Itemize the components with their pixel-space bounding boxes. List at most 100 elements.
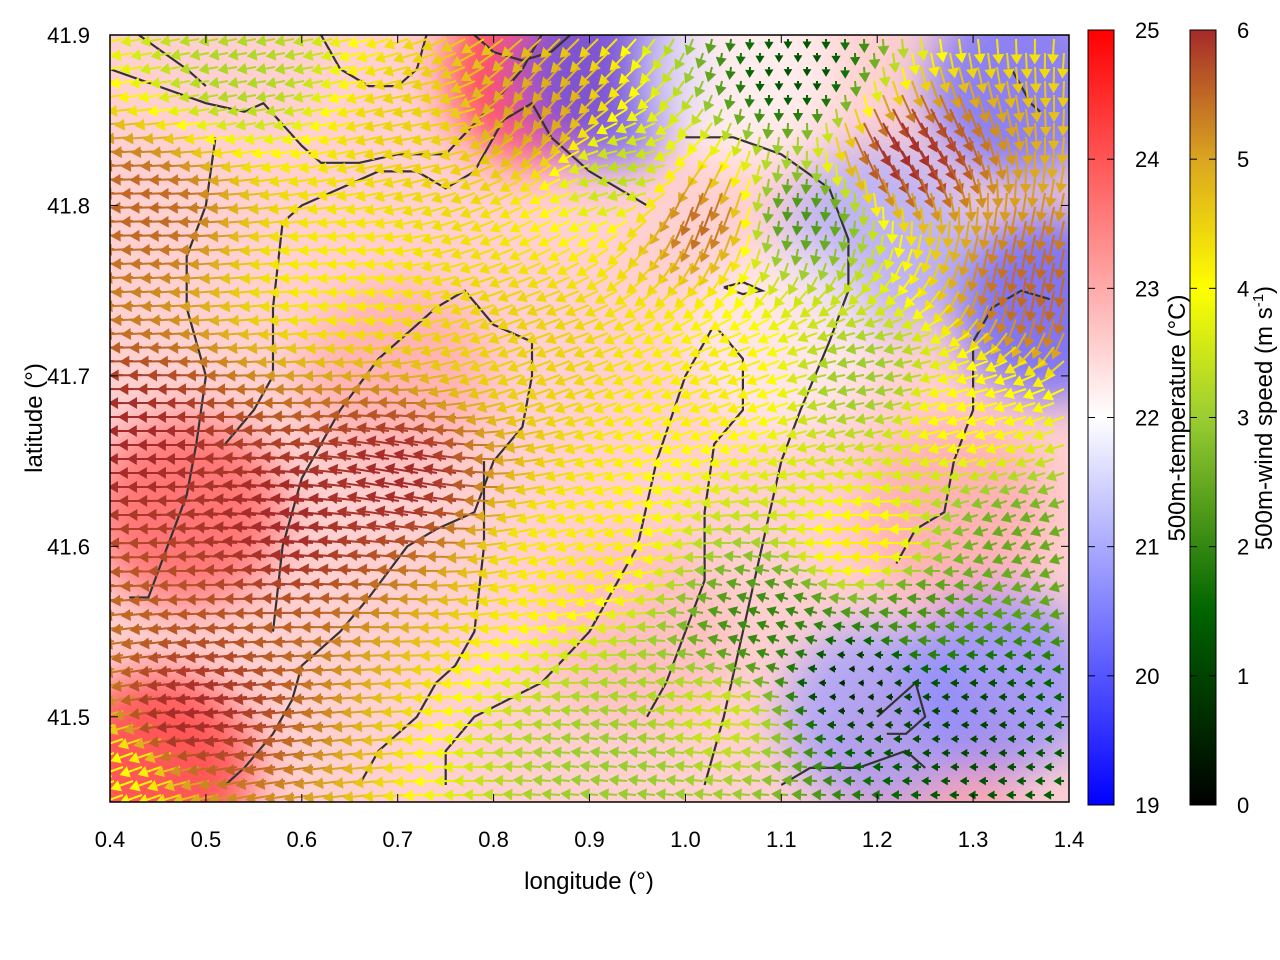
wind-vector [1004,80,1016,109]
wind-vector [120,35,143,47]
wind-vector [718,206,732,236]
wind-vector [450,247,476,260]
wind-vector [909,262,922,286]
wind-vector [652,318,675,332]
wind-vector [117,91,143,103]
wind-vector [698,262,713,287]
wind-vector [420,92,447,105]
wind-vector [995,94,1008,124]
wind-vector [718,332,742,345]
temperature-region [906,587,1069,778]
wind-vector [577,122,599,138]
wind-vector [676,122,694,139]
wind-vector [670,220,685,249]
wind-vector [587,161,609,174]
wind-vector [787,276,799,296]
wind-vector [738,262,751,285]
wind-vector [811,136,824,159]
wind-vector [664,136,685,150]
wind-vector [302,49,324,61]
wind-vector [469,332,495,345]
wind-vector [198,90,219,103]
wind-vector [189,76,210,89]
wind-vector [709,248,723,275]
wind-vector [663,38,675,57]
y-tick-label: 41.7 [47,364,90,389]
wind-vector [761,234,774,254]
wind-vector [231,147,257,160]
wind-vector [411,191,438,203]
wind-vector [1042,318,1055,349]
wind-vector [997,220,1010,251]
wind-vector [1056,136,1069,165]
wind-vector [825,317,846,329]
wind-vector [469,248,495,260]
wind-vector [411,162,438,175]
wind-vector [440,233,466,246]
wind-vector [635,122,656,134]
wind-vector [1035,276,1048,309]
wind-vector [977,94,990,124]
wind-vector [431,247,457,259]
wind-vector [604,304,628,318]
wind-vector [626,161,647,173]
wind-vector [787,318,808,330]
wind-vector [281,133,305,146]
wind-vector [791,220,804,236]
contour-line [685,136,850,786]
wind-vector [986,262,999,294]
temperature-region [110,417,282,608]
wind-vector [265,48,286,61]
wind-vector [248,175,276,188]
wind-vector [1006,262,1019,294]
wind-vector [695,52,707,69]
wind-vector [587,108,609,125]
y-axis-title: latitude (°) [21,363,48,473]
wind-vector [843,276,856,295]
wind-vector [364,258,390,271]
wind-vector [735,80,746,94]
wind-vector [834,136,846,163]
wind-vector [508,248,533,261]
wind-vector [991,178,1004,209]
wind-vector [587,136,609,148]
contour-line [895,289,1051,564]
wind-vector [255,62,276,75]
wind-vector [821,66,831,77]
wind-vector [392,78,419,91]
wind-vector [616,262,637,280]
wind-vector [363,203,390,216]
wind-vector [849,52,861,66]
wind-vector [402,232,428,244]
wind-vector [488,276,514,289]
wind-vector [1039,80,1052,109]
wind-vector [1026,178,1039,208]
wind-vector [793,80,803,91]
wind-vector [839,178,852,200]
wind-vector [204,133,229,145]
x-tick-label: 1.2 [862,827,893,852]
wind-vector [363,314,390,327]
wind-vector [512,80,533,103]
wind-vector [420,177,447,190]
wind-vector [354,134,381,147]
wind-vector [744,38,755,51]
wind-vector [596,147,618,160]
wind-vector [1023,318,1036,348]
wind-vector [715,80,727,96]
wind-vector [497,318,523,331]
wind-vector [882,94,896,122]
wind-vector [306,175,333,188]
wind-vector [643,304,666,319]
wind-vector [819,178,832,196]
wind-vector [478,346,504,359]
wind-vector [912,304,932,320]
wind-vector [988,206,1001,237]
wind-vector [317,162,343,174]
wind-vector [336,106,362,119]
wind-vector [977,248,990,279]
wind-vector [412,52,438,65]
wind-vector [783,38,793,49]
wind-vector [198,35,219,47]
wind-vector [653,150,675,162]
